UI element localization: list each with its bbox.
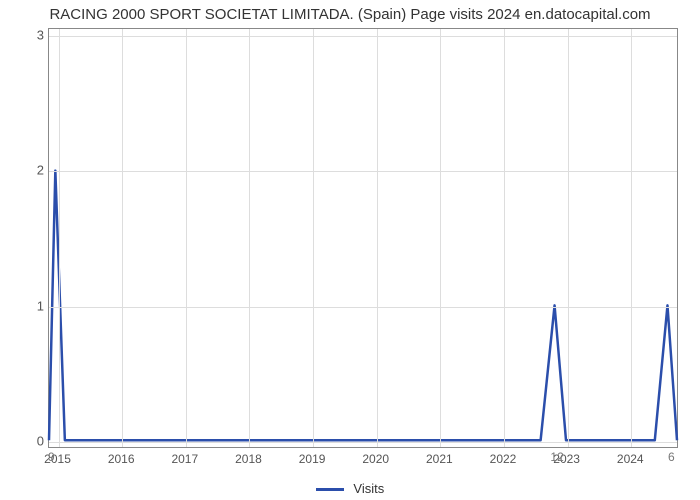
gridline-h: [49, 171, 677, 172]
legend-swatch: [316, 488, 344, 491]
chart-container: RACING 2000 SPORT SOCIETAT LIMITADA. (Sp…: [0, 0, 700, 500]
gridline-v: [377, 29, 378, 447]
gridline-v: [122, 29, 123, 447]
gridline-v: [631, 29, 632, 447]
x-tick-label: 2020: [362, 452, 389, 466]
x-tick-label: 2021: [426, 452, 453, 466]
x-tick-label: 2017: [171, 452, 198, 466]
line-series: [49, 29, 677, 447]
chart-title: RACING 2000 SPORT SOCIETAT LIMITADA. (Sp…: [0, 6, 700, 23]
annotation: 9: [48, 450, 55, 464]
gridline-v: [313, 29, 314, 447]
gridline-h: [49, 307, 677, 308]
gridline-h: [49, 442, 677, 443]
legend-label: Visits: [353, 481, 384, 496]
x-tick-label: 2018: [235, 452, 262, 466]
plot-area: [48, 28, 678, 448]
gridline-v: [440, 29, 441, 447]
y-tick-label: 2: [14, 163, 44, 178]
annotation: 12: [550, 450, 563, 464]
y-tick-label: 0: [14, 434, 44, 449]
gridline-v: [59, 29, 60, 447]
gridline-v: [249, 29, 250, 447]
x-tick-label: 2024: [617, 452, 644, 466]
legend: Visits: [0, 481, 700, 496]
annotation: 6: [668, 450, 675, 464]
x-tick-label: 2019: [299, 452, 326, 466]
x-tick-label: 2022: [490, 452, 517, 466]
gridline-v: [186, 29, 187, 447]
gridline-v: [504, 29, 505, 447]
y-tick-label: 1: [14, 298, 44, 313]
x-tick-label: 2016: [108, 452, 135, 466]
gridline-h: [49, 36, 677, 37]
y-tick-label: 3: [14, 27, 44, 42]
gridline-v: [568, 29, 569, 447]
